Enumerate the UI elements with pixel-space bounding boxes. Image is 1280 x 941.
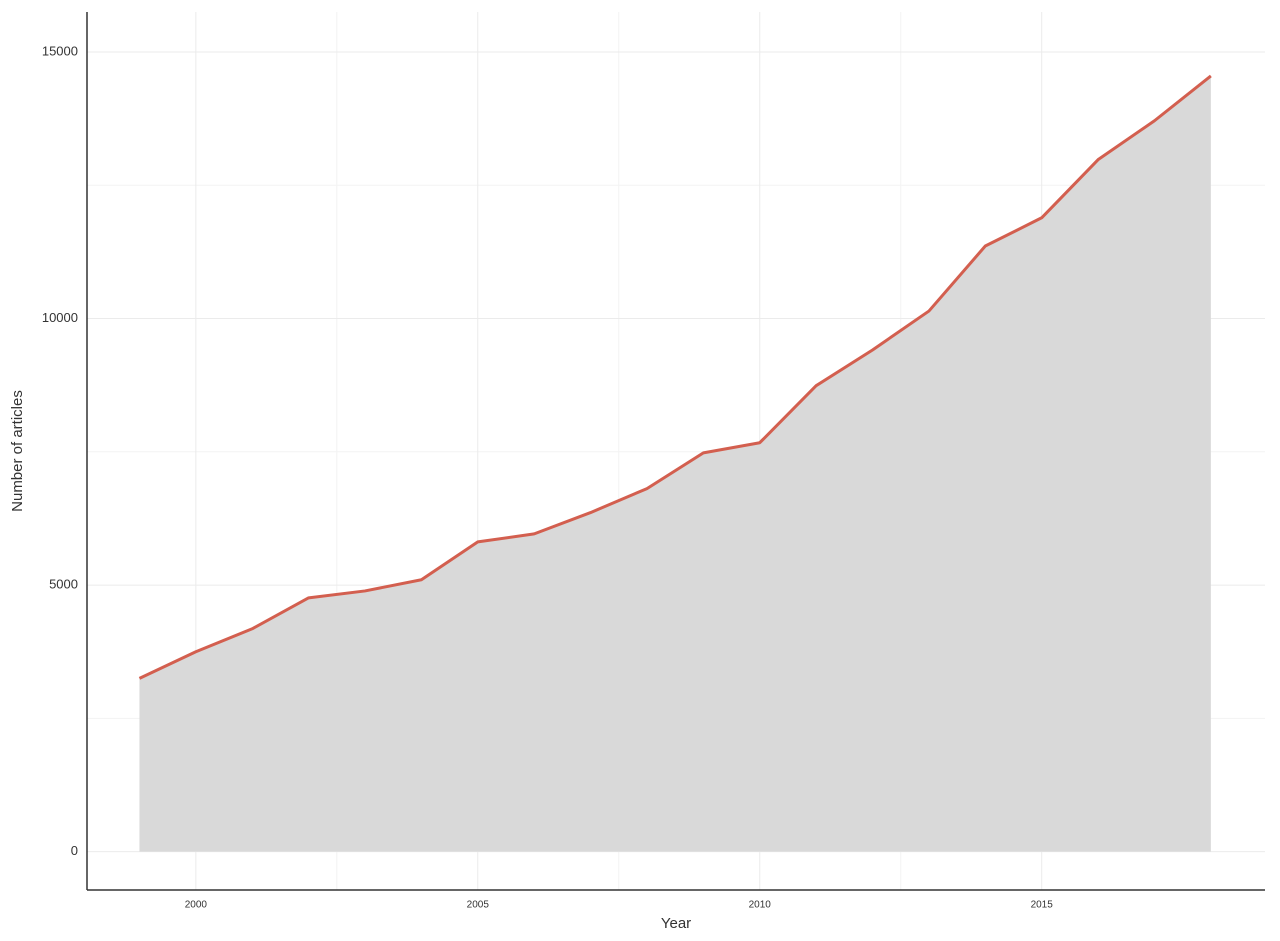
line [138, 74, 1212, 680]
y-tick-label: 10000 [42, 310, 78, 325]
x-tick-label: 2015 [1031, 900, 1054, 911]
x-axis-title: Year [661, 915, 691, 932]
y-tick-label: 0 [71, 843, 78, 858]
y-tick-label: 15000 [42, 43, 78, 58]
y-tick-label: 5000 [49, 577, 78, 592]
y-axis-title: Number of articles [9, 390, 26, 512]
x-tick-label: 2005 [467, 900, 490, 911]
x-tick-label: 2000 [185, 900, 208, 911]
x-tick-label: 2010 [749, 900, 772, 911]
area [139, 75, 1211, 852]
